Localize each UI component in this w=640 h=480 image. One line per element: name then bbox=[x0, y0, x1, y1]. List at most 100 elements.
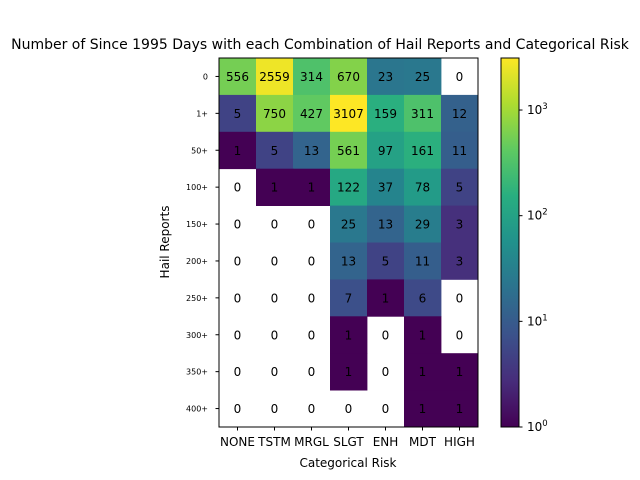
heatmap-cell bbox=[256, 94, 294, 133]
y-tick-label: 1+ bbox=[196, 109, 208, 118]
heatmap-cell bbox=[404, 390, 442, 428]
cell-value-label: 7 bbox=[345, 291, 353, 305]
x-tick-label: ENH bbox=[373, 435, 399, 449]
cell-value-label: 12 bbox=[452, 107, 467, 121]
cell-value-label: 97 bbox=[378, 144, 393, 158]
heatmap-cell bbox=[219, 58, 257, 96]
cell-value-label: 0 bbox=[456, 291, 464, 305]
cell-value-label: 0 bbox=[234, 181, 242, 195]
cell-value-label: 23 bbox=[378, 70, 393, 84]
heatmap-cell bbox=[293, 168, 331, 206]
heatmap-cell bbox=[330, 353, 368, 391]
cell-value-label: 3 bbox=[456, 254, 464, 268]
heatmap-cell bbox=[441, 353, 479, 391]
cell-value-label: 159 bbox=[374, 107, 397, 121]
x-tick-label: NONE bbox=[220, 435, 255, 449]
cell-value-label: 3 bbox=[456, 218, 464, 232]
y-tick-label: 300+ bbox=[186, 331, 208, 340]
cell-value-label: 0 bbox=[308, 254, 316, 268]
cell-value-label: 25 bbox=[415, 70, 430, 84]
colorbar-tick-label: 102 bbox=[527, 208, 548, 223]
cell-value-label: 2559 bbox=[259, 70, 290, 84]
x-tick-label: TSTM bbox=[257, 435, 291, 449]
heatmap-cell bbox=[256, 168, 294, 206]
cell-value-label: 427 bbox=[300, 107, 323, 121]
heatmap-cell bbox=[441, 242, 479, 280]
colorbar-tick-label: 100 bbox=[527, 419, 548, 434]
cell-value-label: 0 bbox=[308, 365, 316, 379]
colorbar-tick-exponent: 1 bbox=[542, 313, 547, 323]
cell-value-label: 1 bbox=[456, 402, 464, 416]
heatmap-cell bbox=[330, 279, 368, 317]
heatmap-cell bbox=[256, 58, 294, 96]
cell-value-label: 1 bbox=[419, 328, 427, 342]
y-axis-ticks: 0 1+ 50+ 100+ 150+ 200+ 250+ 300+ 350+ 400+ bbox=[186, 72, 219, 414]
cell-value-label: 6 bbox=[419, 291, 427, 305]
cell-value-label: 1 bbox=[456, 365, 464, 379]
cell-value-label: 1 bbox=[345, 365, 353, 379]
cell-value-label: 25 bbox=[341, 218, 356, 232]
cell-value-label: 0 bbox=[308, 291, 316, 305]
cell-value-label: 556 bbox=[226, 70, 249, 84]
heatmap-cell bbox=[367, 94, 405, 133]
cell-value-label: 0 bbox=[234, 365, 242, 379]
heatmap-cell bbox=[219, 131, 257, 170]
heatmap-cell bbox=[293, 58, 331, 96]
cell-value-label: 0 bbox=[308, 402, 316, 416]
heatmap-cell bbox=[330, 316, 368, 354]
cell-value-label: 3107 bbox=[333, 107, 364, 121]
cell-value-label: 0 bbox=[271, 218, 279, 232]
cell-value-label: 314 bbox=[300, 70, 323, 84]
cell-value-label: 13 bbox=[341, 254, 356, 268]
heatmap-cell bbox=[256, 131, 294, 170]
cell-value-label: 0 bbox=[456, 328, 464, 342]
heatmap-cell bbox=[367, 279, 405, 317]
heatmap-cell bbox=[330, 242, 368, 280]
cell-value-label: 0 bbox=[271, 254, 279, 268]
y-axis-label: Hail Reports bbox=[158, 206, 172, 279]
heatmap-cell bbox=[367, 131, 405, 170]
y-tick-label: 100+ bbox=[186, 183, 208, 192]
cell-value-label: 0 bbox=[234, 254, 242, 268]
x-tick-label: MDT bbox=[409, 435, 437, 449]
cell-value-label: 1 bbox=[271, 181, 279, 195]
x-axis-ticks: NONE TSTM MRGL SLGT ENH MDT HIGH bbox=[220, 427, 475, 449]
heatmap-cell bbox=[404, 58, 442, 96]
y-tick-label: 400+ bbox=[186, 405, 208, 414]
colorbar-tick-exponent: 3 bbox=[542, 102, 547, 112]
cell-value-label: 1 bbox=[308, 181, 316, 195]
cell-value-label: 0 bbox=[234, 291, 242, 305]
heatmap-cell bbox=[404, 279, 442, 317]
cell-value-label: 0 bbox=[308, 218, 316, 232]
x-axis-label: Categorical Risk bbox=[299, 456, 396, 470]
heatmap-cell bbox=[367, 205, 405, 243]
heatmap-cell bbox=[219, 94, 257, 133]
colorbar-tick-label: 103 bbox=[527, 102, 548, 117]
chart-title: Number of Since 1995 Days with each Comb… bbox=[11, 37, 630, 53]
cell-value-label: 29 bbox=[415, 218, 430, 232]
cell-value-labels: 556 2559 314 6 7 0 23 25 0 5 750 427 3107 159 3 1 1 12 1 5 1… bbox=[226, 70, 467, 416]
y-tick-label: 150+ bbox=[186, 220, 208, 229]
heatmap-cell bbox=[367, 168, 405, 206]
x-tick-label: MRGL bbox=[294, 435, 329, 449]
heatmap-cell bbox=[330, 168, 368, 206]
cell-value-label: 1 bbox=[382, 291, 390, 305]
heatmap-cell bbox=[293, 94, 331, 133]
cell-value-label: 5 bbox=[456, 181, 464, 195]
cell-value-label: 0 bbox=[271, 365, 279, 379]
cell-value-label: 0 bbox=[234, 218, 242, 232]
heatmap-cell bbox=[441, 390, 479, 428]
cell-value-label: 0 bbox=[234, 402, 242, 416]
cell-value-label: 0 bbox=[456, 70, 464, 84]
y-tick-label: 250+ bbox=[186, 294, 208, 303]
cell-value-label: 750 bbox=[263, 107, 286, 121]
cell-value-label: 0 bbox=[234, 328, 242, 342]
heatmap-cell bbox=[441, 131, 479, 170]
cell-value-label: 1 bbox=[234, 144, 242, 158]
cell-value-label: 0 bbox=[382, 402, 390, 416]
heatmap-cell bbox=[404, 242, 442, 280]
colorbar-tick-label: 101 bbox=[527, 313, 548, 328]
heatmap-cell bbox=[330, 94, 368, 133]
heatmap-cells bbox=[219, 58, 479, 428]
cell-value-label: 5 bbox=[382, 254, 390, 268]
